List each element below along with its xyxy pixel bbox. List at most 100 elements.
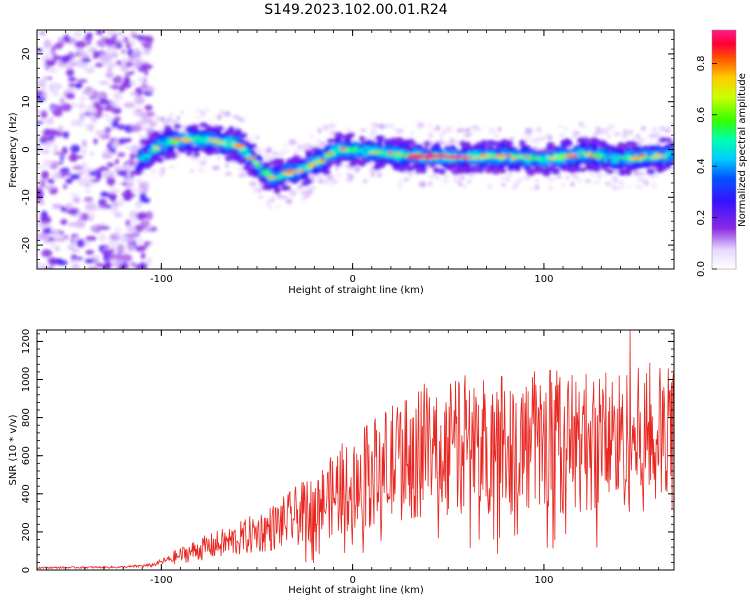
spectrogram-cell	[299, 175, 307, 180]
spectrogram-cell	[86, 123, 95, 132]
spectrogram-cell	[39, 200, 45, 206]
spectrogram-cell	[43, 128, 53, 135]
spectrogram-cell	[648, 133, 653, 138]
spectrogram-cell	[184, 139, 194, 143]
spectrogram-cell	[592, 165, 601, 173]
spectrogram-cell	[37, 109, 40, 114]
spectrogram-cell	[394, 137, 403, 144]
spectrogram-cell	[152, 146, 162, 150]
spectrogram-cell	[428, 122, 432, 129]
spectrogram-cell	[95, 111, 103, 118]
spectrogram-cell	[429, 141, 434, 146]
spectrogram-cell	[428, 132, 433, 138]
spectrogram-cell	[564, 127, 569, 131]
spectrogram-cell	[255, 136, 259, 140]
spectrogram-cell	[139, 112, 148, 118]
spectrogram-cell	[362, 179, 368, 183]
spectrogram-cell	[413, 151, 418, 155]
spectrogram-cell	[596, 130, 604, 134]
colorbar-tick-label: 0.2	[696, 210, 707, 226]
spectrogram-cell	[536, 136, 542, 142]
spectrogram-cell	[128, 157, 135, 167]
spectrogram-cell	[55, 245, 60, 252]
spectrogram-cell	[102, 112, 109, 118]
spectrogram-cell	[266, 199, 272, 204]
spectrogram-cell	[51, 203, 62, 210]
spectrogram-cell	[637, 185, 643, 191]
spectrogram-cell	[121, 49, 126, 55]
spectrogram-cell	[58, 161, 64, 165]
spectrogram-cell	[345, 128, 352, 132]
spectrogram-cell	[638, 137, 646, 143]
spectrogram-cell	[535, 126, 542, 133]
y-tick-label: -10	[21, 189, 32, 205]
spectrogram-cell	[264, 156, 272, 162]
spectrogram-cell	[94, 101, 99, 109]
spectrogram-cell	[348, 174, 354, 180]
spectrogram-cell	[53, 144, 58, 152]
spectrogram-cell	[37, 166, 46, 169]
spectrogram-cell	[629, 129, 633, 136]
spectrogram-cell	[433, 167, 441, 174]
spectrogram-cell	[249, 181, 257, 187]
spectrogram-cell	[95, 30, 104, 36]
spectrogram-cell	[96, 94, 106, 98]
spectrogram-cell	[204, 108, 211, 112]
spectrogram-cell	[94, 62, 104, 68]
spectrogram-cell	[444, 174, 448, 178]
colorbar-tick-label: 0.4	[696, 158, 707, 174]
spectrogram-cell	[37, 145, 42, 153]
spectrogram-cell	[61, 146, 68, 155]
colorbar: 0.0 0.2 0.4 0.6 0.8 Normalized spectral ampl…	[696, 29, 748, 277]
spectrogram-cell	[155, 115, 159, 122]
spectrogram-cell	[115, 227, 122, 235]
spectrogram-cell	[108, 61, 117, 68]
spectrogram-cell	[376, 137, 384, 143]
spectrogram-cell	[484, 155, 492, 159]
spectrogram-cell	[301, 181, 309, 187]
spectrogram-cell	[85, 104, 97, 114]
spectrogram-cell	[376, 171, 383, 178]
spectrogram-cell	[579, 166, 587, 173]
spectrogram-cell	[70, 173, 81, 180]
spectrogram-cell	[343, 133, 352, 140]
spectrogram-cell	[92, 50, 99, 60]
spectrogram-cell	[125, 62, 134, 67]
spectrogram-cell	[185, 151, 193, 157]
spectrogram-cell	[106, 162, 115, 167]
spectrogram-xlabel: Height of straight line (km)	[288, 285, 424, 296]
spectrogram-cell	[132, 34, 141, 39]
spectrogram-cell	[560, 140, 567, 146]
spectrogram-cell	[160, 116, 165, 120]
spectrogram-cell	[187, 132, 194, 137]
spectrogram-cell	[69, 259, 82, 264]
spectrogram-cell	[548, 184, 554, 191]
spectrogram-cell	[271, 198, 275, 203]
spectrogram-cell	[74, 40, 87, 49]
spectrogram-cell	[513, 181, 520, 188]
spectrogram-cell	[261, 171, 268, 175]
spectrogram-cell	[603, 149, 610, 154]
colorbar-tick-label: 0.0	[696, 261, 707, 277]
spectrogram-cell	[233, 115, 240, 119]
spectrogram-cell	[500, 175, 509, 182]
spectrogram-cell	[327, 138, 334, 144]
spectrogram-cell	[610, 176, 619, 180]
spectrogram-cell	[223, 110, 231, 117]
spectrogram-cell	[280, 196, 288, 199]
spectrogram-cell	[98, 233, 107, 242]
spectrogram-cell	[212, 165, 220, 171]
spectrogram-cell	[348, 161, 357, 167]
spectrogram-cell	[541, 152, 546, 157]
spectrogram-cell	[85, 236, 97, 241]
spectrogram-cell	[547, 177, 555, 181]
spectrogram-cell	[149, 169, 157, 174]
spectrogram-cell	[129, 91, 138, 97]
spectrogram-cell	[443, 142, 450, 146]
spectrogram-cell	[577, 155, 583, 160]
spectrogram-cell	[351, 141, 359, 147]
spectrogram-cell	[559, 133, 566, 138]
spectrogram-cell	[386, 123, 394, 128]
